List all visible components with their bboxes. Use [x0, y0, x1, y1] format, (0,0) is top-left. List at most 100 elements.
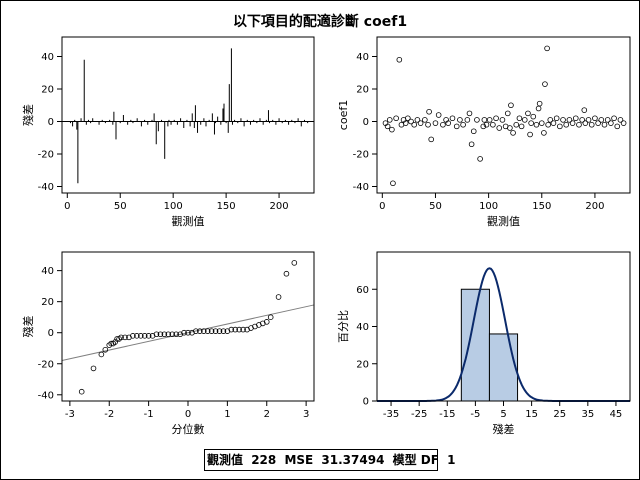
- data-point: [553, 115, 560, 122]
- qq-point: [153, 331, 160, 338]
- qq-point: [181, 329, 187, 336]
- y-tick-label: -40: [353, 182, 369, 193]
- qq-point: [157, 331, 164, 338]
- data-point: [411, 121, 418, 128]
- data-point: [490, 121, 496, 128]
- data-point: [566, 117, 573, 123]
- x-tick-label: -35: [383, 409, 399, 420]
- qq-point: [169, 331, 176, 338]
- plot-area-border: [61, 251, 315, 402]
- x-tick-label: -15: [439, 409, 455, 420]
- y-tick-label: 60: [356, 285, 369, 296]
- x-tick-label: 100: [164, 201, 183, 212]
- qq-point: [185, 329, 191, 336]
- y-tick-label: 20: [356, 85, 369, 96]
- qq-point: [98, 351, 105, 358]
- model-df-value: 1: [447, 453, 456, 467]
- qq-point: [216, 328, 223, 334]
- data-point: [435, 112, 442, 118]
- data-point: [513, 121, 520, 128]
- qq-point: [145, 333, 152, 339]
- data-point: [449, 115, 456, 122]
- data-point: [480, 123, 487, 130]
- y-tick-label: -20: [353, 150, 369, 161]
- qq-point: [161, 331, 168, 338]
- qq-point: [208, 328, 215, 334]
- x-axis-label: 觀測值: [487, 214, 520, 228]
- qq-point: [200, 328, 207, 334]
- data-point: [557, 123, 563, 130]
- qq-point: [118, 334, 124, 341]
- data-point: [576, 121, 582, 128]
- data-point: [611, 115, 617, 122]
- y-axis-label: 殘差: [21, 104, 35, 126]
- qq-point: [137, 333, 144, 339]
- y-tick-label: 20: [41, 297, 54, 308]
- obs-count-value: 228: [251, 453, 277, 467]
- qq-point: [236, 326, 242, 333]
- x-tick-label: -3: [65, 409, 75, 420]
- data-point: [483, 121, 490, 128]
- data-point: [535, 105, 542, 112]
- histogram-panel: -35 -25 -15 -5 5 15 25 35 45 0 20 40 60 殘差 百分比: [337, 251, 631, 436]
- data-point: [533, 121, 540, 128]
- residual-needle-panel: 0 50 100 150 200 -40 -20 0 20 40 觀測值 殘差: [21, 36, 315, 228]
- data-point: [530, 113, 537, 120]
- qq-point: [263, 319, 270, 325]
- data-point: [538, 120, 545, 126]
- qq-point: [78, 388, 85, 395]
- qq-point: [141, 333, 148, 339]
- histogram-bar: [488, 333, 519, 402]
- data-point: [582, 120, 589, 126]
- plot-area-border: [61, 36, 315, 194]
- y-tick-label: 40: [41, 52, 54, 63]
- data-point: [507, 125, 513, 131]
- x-tick-label: 1: [224, 409, 230, 420]
- data-point: [536, 100, 543, 107]
- x-tick-label: 35: [581, 409, 594, 420]
- x-tick-label: -5: [470, 409, 480, 420]
- data-point: [579, 117, 585, 123]
- data-point: [389, 126, 395, 133]
- x-tick-label: 100: [479, 201, 498, 212]
- qq-point: [204, 328, 211, 334]
- y-tick-label: 0: [363, 397, 369, 408]
- data-point: [466, 110, 473, 117]
- data-point: [422, 117, 428, 123]
- x-tick-label: 150: [532, 201, 551, 212]
- data-point: [521, 117, 528, 123]
- x-tick-label: 200: [585, 201, 604, 212]
- y-tick-label: -40: [38, 182, 54, 193]
- y-tick-label: -20: [38, 150, 54, 161]
- data-point: [617, 117, 624, 123]
- y-tick-label: 40: [41, 266, 54, 277]
- data-point: [518, 123, 525, 130]
- data-point: [390, 180, 396, 187]
- data-point: [486, 117, 493, 123]
- y-axis-label: 殘差: [21, 316, 35, 338]
- data-point: [402, 120, 409, 126]
- qq-point: [122, 334, 128, 341]
- qq-plot-panel: -3 -2 -1 0 1 2 3 -40 -20 0 20 40 分位數 殘差: [21, 251, 315, 436]
- x-tick-label: 150: [217, 201, 236, 212]
- data-point: [541, 130, 547, 136]
- x-tick-label: 2: [264, 409, 270, 420]
- data-point: [460, 121, 466, 128]
- y-tick-label: -40: [38, 390, 54, 401]
- x-axis-label: 殘差: [493, 422, 515, 436]
- data-point: [496, 125, 503, 131]
- data-point: [426, 108, 432, 115]
- data-point: [601, 121, 608, 128]
- data-point: [581, 107, 588, 113]
- data-point: [417, 120, 424, 126]
- qq-point: [134, 333, 140, 339]
- x-tick-label: 45: [610, 409, 623, 420]
- data-point: [432, 120, 439, 126]
- data-point: [528, 120, 534, 126]
- data-point: [493, 115, 499, 122]
- data-point: [608, 120, 614, 126]
- qq-point: [102, 346, 109, 353]
- data-point: [464, 117, 471, 123]
- data-point: [585, 117, 592, 123]
- qq-point: [283, 270, 290, 277]
